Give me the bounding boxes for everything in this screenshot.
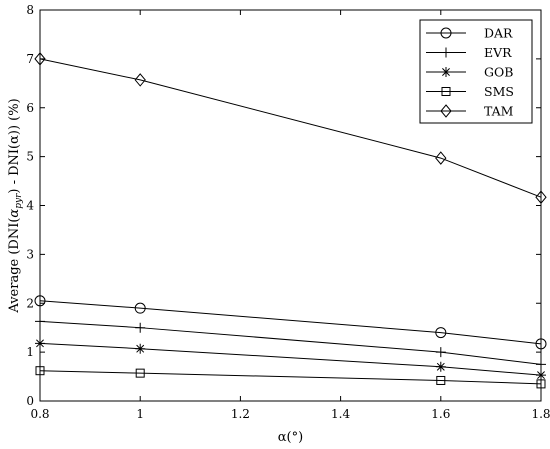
plus-marker — [536, 359, 546, 370]
x-tick-label: 1.8 — [531, 407, 550, 421]
legend-label: EVR — [484, 45, 512, 60]
asterisk-marker — [135, 343, 146, 354]
series-line — [39, 370, 542, 385]
circle-marker — [134, 302, 146, 314]
square-marker — [135, 368, 145, 378]
circle-marker — [535, 338, 547, 350]
plus-marker — [441, 47, 451, 58]
legend-item-gob: GOB — [426, 65, 513, 80]
x-tick-label: 1.6 — [431, 407, 450, 421]
y-tick-label: 4 — [26, 199, 34, 213]
legend-label: SMS — [484, 84, 514, 99]
asterisk-marker — [536, 370, 546, 381]
series-gob — [35, 338, 546, 381]
series-tam — [34, 52, 547, 204]
y-axis-title-group: Average (DNI(αpyr) - DNI(α)) (%) — [7, 98, 24, 313]
circle-marker — [34, 295, 46, 307]
series-line — [39, 320, 542, 365]
square-marker — [436, 375, 446, 385]
diamond-marker — [535, 190, 547, 204]
y-tick-label: 5 — [26, 150, 34, 164]
x-axis-title-group: α(°) — [278, 430, 303, 445]
diamond-marker — [435, 151, 447, 165]
legend-item-tam: TAM — [426, 104, 514, 119]
x-axis-title: α(°) — [278, 430, 303, 445]
series-sms — [35, 366, 546, 389]
series-line — [39, 342, 542, 376]
series-line — [39, 58, 542, 198]
diamond-marker — [34, 52, 46, 66]
y-tick-label: 8 — [26, 3, 34, 17]
series-line — [39, 300, 542, 345]
y-tick-label: 7 — [26, 52, 34, 66]
plus-marker — [435, 347, 446, 358]
legend-item-dar: DAR — [426, 26, 513, 41]
series-dar — [34, 295, 547, 350]
diamond-marker — [440, 104, 452, 118]
plus-marker — [135, 322, 146, 333]
circle-marker — [435, 327, 447, 339]
series-layer — [34, 52, 547, 389]
asterisk-marker — [35, 338, 45, 349]
circle-marker — [440, 27, 452, 39]
y-tick-label: 2 — [26, 296, 34, 310]
x-tick-label: 0.8 — [30, 407, 49, 421]
square-marker — [441, 87, 451, 96]
legend-item-evr: EVR — [426, 45, 512, 60]
asterisk-marker — [441, 67, 451, 77]
legend: DAR EVR GOB SMS TAM — [419, 19, 533, 124]
legend-label: TAM — [484, 104, 514, 119]
square-marker — [35, 366, 45, 376]
plus-marker — [35, 316, 45, 327]
legend-label: GOB — [484, 65, 513, 80]
axis-ticks: 0.8 1 1.2 1.4 1.6 1.8 0 1 2 3 4 5 6 7 8 — [26, 3, 550, 421]
y-tick-label: 3 — [26, 247, 34, 261]
x-tick-label: 1.4 — [331, 407, 350, 421]
square-marker — [536, 379, 546, 389]
asterisk-marker — [435, 361, 446, 372]
x-tick-label: 1 — [136, 407, 144, 421]
diamond-marker — [134, 73, 146, 87]
legend-label: DAR — [484, 26, 513, 41]
y-tick-label: 6 — [26, 101, 34, 115]
y-axis-title: Average (DNI(αpyr) - DNI(α)) (%) — [7, 98, 24, 313]
x-tick-label: 1.2 — [231, 407, 250, 421]
y-tick-label: 1 — [26, 345, 34, 359]
series-evr — [35, 316, 546, 370]
y-tick-label: 0 — [26, 394, 34, 408]
legend-item-sms: SMS — [426, 84, 514, 99]
